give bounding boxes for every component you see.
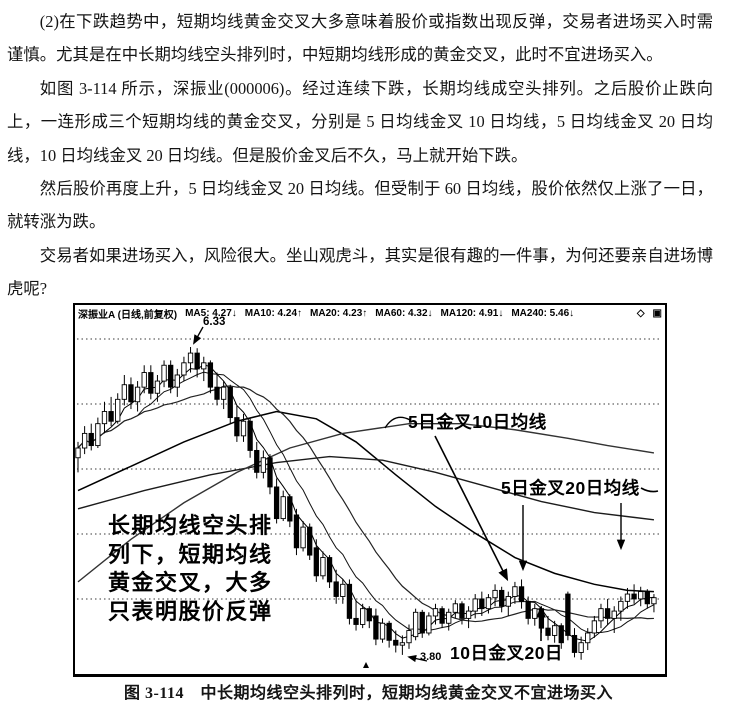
annotation-golden-cross-10-20: 10日金叉20日 xyxy=(450,643,563,663)
annotation-golden-cross-5-10: 5日金叉10日均线 xyxy=(408,412,547,432)
chart-title-bar: 深振业A (日线,前复权) MA5: 4.27↓ MA10: 4.24↑ MA2… xyxy=(75,305,665,321)
peak-arrow xyxy=(193,326,204,345)
ma60-legend: MA60: 4.32↓ xyxy=(375,308,433,319)
paragraph-3: 然后股价再度上升，5 日均线金叉 20 日均线。但受制于 60 日均线，股价依然… xyxy=(7,179,713,232)
label-dash xyxy=(640,487,659,493)
diamond-icon: ◇ xyxy=(636,307,645,319)
annotation-arrows xyxy=(193,326,659,668)
low-price-label: 3.80 xyxy=(420,651,442,663)
paragraph-4: 交易者如果进场买入，风险很大。坐山观虎斗，其实是很有趣的一件事，为何还要亲自进场… xyxy=(7,245,713,299)
paragraph-2: 如图 3-114 所示，深振业(000006)。经过连续下跌，长期均线成空头排列… xyxy=(7,78,713,165)
event-marker xyxy=(363,662,369,668)
ma20-legend: MA20: 4.23↑ xyxy=(310,308,368,319)
annotation-golden-cross-5-20: 5日金叉20日均线 xyxy=(501,478,640,498)
ma120-legend: MA120: 4.91↓ xyxy=(440,308,504,319)
low-price-arrow xyxy=(407,655,428,663)
note-line: 黄金交叉，大多 xyxy=(108,570,273,595)
figure-chart: 深振业A (日线,前复权) MA5: 4.27↓ MA10: 4.24↑ MA2… xyxy=(73,303,667,677)
peak-price-label: 6.33 xyxy=(203,316,226,328)
note-line: 长期均线空头排 xyxy=(108,513,273,538)
note-block: 长期均线空头排 列下，短期均线 黄金交叉，大多 只表明股价反弹 xyxy=(108,512,273,626)
cross-5-10-arrow xyxy=(434,435,509,582)
ma5-legend: MA5: 4.27↓ xyxy=(185,308,237,319)
ma10-legend: MA10: 4.24↑ xyxy=(244,308,303,319)
chart-title: 深振业A (日线,前复权) xyxy=(78,310,178,321)
note-line: 只表明股价反弹 xyxy=(108,598,273,624)
paragraph-1: (2)在下跌趋势中，短期均线黄金交叉大多意味着股价或指数出现反弹，交易者进场买入… xyxy=(7,12,713,65)
ma240-legend: MA240: 5.46↓ xyxy=(511,308,575,319)
body-text: (2)在下跌趋势中，短期均线黄金交叉大多意味着股价或指数出现反弹，交易者进场买入… xyxy=(7,5,713,306)
candlestick-chart xyxy=(75,326,659,668)
window-icon: ▣ xyxy=(652,307,662,319)
figure-caption: 图 3-114 中长期均线空头排列时，短期均线黄金交叉不宜进场买入 xyxy=(124,685,613,702)
note-line: 列下，短期均线 xyxy=(108,541,273,567)
leader-squiggle xyxy=(384,416,411,429)
